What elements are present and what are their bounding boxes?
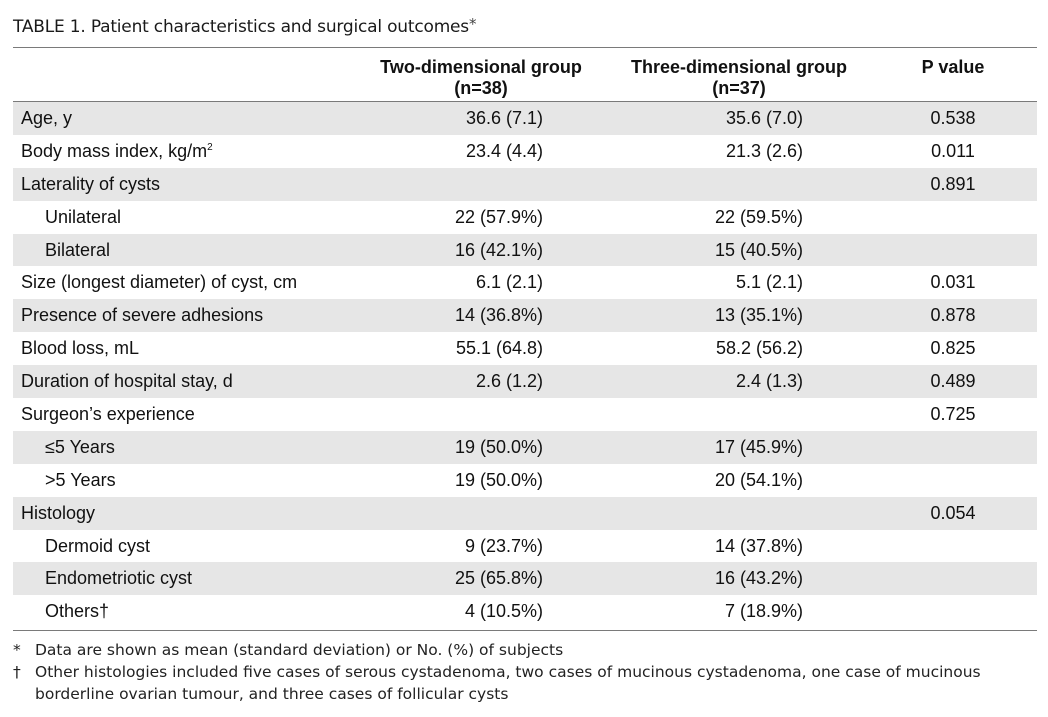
table-row: Laterality of cysts 0.891 [13,167,1037,201]
cell-three-dimensional: 20 (54.1%) [714,469,803,490]
cell-three-dimensional: 5.1 (2.1) [735,272,803,293]
cell-two-dimensional: 14 (36.8%) [454,305,543,326]
cell-p-value: 0.031 [930,272,976,293]
table-row: Surgeon’s experience 0.725 [13,398,1037,431]
cell-two-dimensional: 9 (23.7%) [464,535,543,556]
footnote-text: Data are shown as mean (standard deviati… [35,641,564,659]
table-row: Others† 4 (10.5%) 7 (18.9%) [13,595,1037,628]
table-row: >5 Years 19 (50.0%) 20 (54.1%) [13,464,1037,497]
footnote-text: Other histologies included five cases of… [35,663,981,703]
cell-three-dimensional: 13 (35.1%) [714,305,803,326]
cell-three-dimensional: 35.6 (7.0) [725,108,803,128]
header-3d-n: (n=37) [712,78,766,98]
footnote-symbol: † [13,663,21,681]
table-row: Blood loss, mL 55.1 (64.8) 58.2 (56.2) 0… [13,332,1037,365]
table-footnotes: * Data are shown as mean (standard devia… [13,639,1033,705]
table-row: Bilateral 16 (42.1%) 15 (40.5%) [13,233,1037,267]
cell-two-dimensional: 6.1 (2.1) [475,272,543,293]
cell-p-value: 0.538 [930,108,976,128]
cell-two-dimensional: 4 (10.5%) [464,601,543,622]
cell-three-dimensional: 58.2 (56.2) [715,338,803,359]
row-label: ≤5 Years [45,436,115,457]
row-label: Others† [45,601,110,622]
table-title: Patient characteristics and surgical out… [90,17,469,37]
header-3d-title: Three-dimensional group [630,57,848,77]
row-label: Presence of severe adhesions [21,305,264,326]
header-p-value: P value [921,57,985,77]
table-row: ≤5 Years 19 (50.0%) 17 (45.9%) [13,430,1037,464]
footnote: † Other histologies included five cases … [13,661,1033,705]
cell-three-dimensional: 22 (59.5%) [714,206,803,227]
row-label: Bilateral [45,239,111,260]
table-row: Histology 0.054 [13,496,1037,530]
caption-footnote-marker: * [468,15,477,33]
cell-two-dimensional: 2.6 (1.2) [475,371,543,392]
cell-p-value: 0.891 [930,173,976,194]
table-row: Duration of hospital stay, d 2.6 (1.2) 2… [13,365,1037,399]
table-number: TABLE 1. [13,17,86,37]
table-row: Age, y 36.6 (7.1) 35.6 (7.0) 0.538 [13,102,1037,135]
header-2d-n: (n=38) [454,78,508,98]
cell-three-dimensional: 21.3 (2.6) [725,140,803,161]
row-label: Duration of hospital stay, d [21,371,233,392]
header-three-dimensional-group: Three-dimensional group (n=37) [609,57,869,99]
row-label: Laterality of cysts [21,173,161,194]
row-label: Dermoid cyst [45,535,151,556]
cell-two-dimensional: 25 (65.8%) [454,568,543,589]
row-label: Body mass index, kg/m2 [21,141,213,162]
table-row: Size (longest diameter) of cyst, cm 6.1 … [13,266,1037,299]
cell-two-dimensional: 22 (57.9%) [454,206,543,227]
characteristics-table: Two-dimensional group (n=38) Three-dimen… [13,48,1037,628]
row-label: Histology [21,502,96,523]
header-two-dimensional-group: Two-dimensional group (n=38) [351,57,611,99]
row-label: >5 Years [45,469,116,490]
cell-p-value: 0.054 [930,502,976,523]
table-row: Unilateral 22 (57.9%) 22 (59.5%) [13,201,1037,234]
footnote-symbol: * [13,641,21,659]
table-row: Body mass index, kg/m2 23.4 (4.4) 21.3 (… [13,135,1037,168]
cell-two-dimensional: 23.4 (4.4) [465,140,543,161]
cell-p-value: 0.011 [931,140,975,161]
cell-three-dimensional: 16 (43.2%) [714,568,803,589]
cell-two-dimensional: 16 (42.1%) [454,239,543,260]
cell-two-dimensional: 19 (50.0%) [454,436,543,457]
row-label: Blood loss, mL [21,338,140,359]
row-label: Size (longest diameter) of cyst, cm [21,272,298,293]
cell-p-value: 0.489 [930,371,976,392]
cell-three-dimensional: 15 (40.5%) [714,239,803,260]
table-caption: TABLE 1. Patient characteristics and sur… [13,15,477,37]
cell-two-dimensional: 19 (50.0%) [454,469,543,490]
cell-two-dimensional: 36.6 (7.1) [465,108,543,128]
cell-p-value: 0.825 [930,338,976,359]
row-label: Age, y [21,108,73,128]
row-label: Unilateral [45,206,122,227]
row-label: Endometriotic cyst [45,568,193,589]
table-row: Endometriotic cyst 25 (65.8%) 16 (43.2%) [13,562,1037,596]
row-label-superscript: 2 [207,141,213,153]
cell-p-value: 0.725 [930,404,976,425]
table-header: Two-dimensional group (n=38) Three-dimen… [13,48,1037,102]
row-label-text: Body mass index, kg/m [21,140,208,161]
cell-two-dimensional: 55.1 (64.8) [455,338,543,359]
cell-three-dimensional: 2.4 (1.3) [735,371,803,392]
table-bottom-rule [13,630,1037,631]
cell-three-dimensional: 14 (37.8%) [714,535,803,556]
table-body: Age, y 36.6 (7.1) 35.6 (7.0) 0.538 Body … [13,102,1037,628]
row-label: Surgeon’s experience [21,404,195,425]
cell-p-value: 0.878 [930,305,976,326]
header-2d-title: Two-dimensional group [380,57,582,77]
table-row: Dermoid cyst 9 (23.7%) 14 (37.8%) [13,530,1037,563]
footnote: * Data are shown as mean (standard devia… [13,639,1033,661]
cell-three-dimensional: 17 (45.9%) [714,436,803,457]
table-row: Presence of severe adhesions 14 (36.8%) … [13,299,1037,333]
table-top-rule [13,47,1037,48]
cell-three-dimensional: 7 (18.9%) [724,601,803,622]
